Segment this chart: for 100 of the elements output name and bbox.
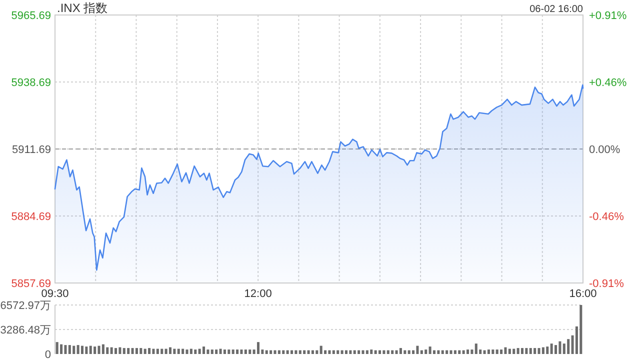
y-tick-label: 3286.48万 [0,324,51,336]
bar [516,348,520,354]
bar [538,348,540,354]
bar [202,346,206,354]
bar [470,350,474,354]
bar [232,350,234,354]
bar [173,348,176,354]
bar [194,350,197,354]
bar [236,350,239,354]
bar [474,344,478,354]
bar [508,348,511,354]
x-tick-label: 16:00 [569,288,597,300]
bar [546,346,549,354]
bar [349,350,352,354]
bar [198,348,201,354]
y2-tick-label: -0.91% [589,278,624,290]
bar [554,345,558,354]
bar [282,350,285,354]
bar [182,348,184,354]
bar [487,350,490,354]
bar [344,350,348,354]
bar [177,348,180,354]
bar [395,350,398,354]
bar [85,346,88,354]
bar [525,348,528,354]
bar [270,350,272,354]
bar [290,350,294,354]
bar [324,350,327,354]
bar [534,348,536,354]
bar [307,350,310,354]
bar [420,350,423,354]
bar [374,350,377,354]
bar [311,350,314,354]
bar [362,350,364,354]
x-tick-label: 12:00 [244,288,272,300]
bar [500,350,503,354]
bar [294,350,298,354]
bar [223,350,226,354]
bar [76,345,80,354]
bar [303,350,306,354]
bar [240,350,243,354]
bar [168,347,172,354]
bar [102,344,104,354]
y2-tick-label: +0.46% [589,76,627,89]
y-tick-label: 5911.69 [12,144,51,156]
bar [190,348,192,354]
bar [512,348,516,354]
bar [567,339,570,354]
bar [68,345,71,354]
bar [466,350,470,354]
bar [274,350,276,354]
bar [424,350,428,354]
y-tick-label: 0 [44,349,51,360]
bar [160,348,164,354]
chart-title: .INX 指数 [57,1,108,15]
bar [550,344,553,354]
bar [210,350,214,354]
bar [127,348,130,354]
bar [244,350,247,354]
bar [437,350,440,354]
bar [483,350,486,354]
bar [118,347,122,354]
bar [298,350,302,354]
bar [228,350,230,354]
bar [140,348,142,354]
bar [219,348,222,354]
bar [215,350,218,354]
bar [370,350,373,354]
bar [382,350,386,354]
bar [399,348,402,354]
bar [378,350,382,354]
bar [286,350,289,354]
bar [135,348,138,354]
bar [416,346,419,354]
bar [441,350,444,354]
bar [462,350,465,354]
bar [60,344,63,354]
y-tick-label: 5938.69 [11,77,51,89]
bar [558,341,562,354]
x-tick-label: 09:30 [41,288,69,300]
bar [458,350,461,354]
bar [580,305,582,354]
bar [89,346,92,354]
bar [131,348,134,354]
bar [386,350,390,354]
bar [80,346,84,354]
bar [454,350,456,354]
bar [404,350,406,354]
bar [94,346,96,354]
bar [114,348,118,354]
bar [340,350,344,354]
bar [366,350,368,354]
bar [64,345,67,354]
bar [98,346,100,354]
bar [358,350,360,354]
bar [328,350,331,354]
bar [186,350,188,354]
bar [164,348,168,354]
bar [56,342,58,354]
bar [265,350,268,354]
